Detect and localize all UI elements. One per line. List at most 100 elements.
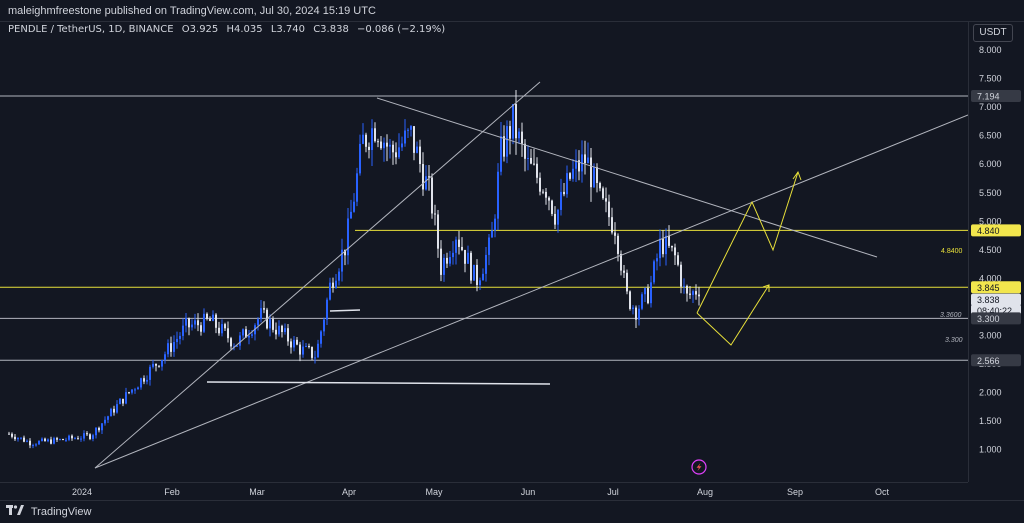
price-tick: 1.500	[979, 416, 1002, 426]
chart-pane[interactable]: 4.8400 3.3600 3.300	[0, 22, 969, 482]
candle	[572, 158, 574, 182]
candle	[659, 229, 661, 267]
candle	[152, 359, 154, 369]
price-chart[interactable]: 4.8400 3.3600 3.300	[0, 22, 969, 482]
candle	[401, 136, 403, 152]
candle	[494, 214, 496, 238]
candle	[296, 337, 298, 346]
candle	[17, 437, 19, 442]
candle	[398, 133, 400, 159]
candle	[47, 438, 49, 443]
candle	[95, 426, 97, 439]
candle	[662, 230, 664, 258]
candle	[674, 243, 676, 265]
time-tick: Jun	[521, 487, 536, 497]
candle	[77, 435, 79, 440]
candle	[119, 398, 121, 405]
currency-selector[interactable]: USDT	[973, 24, 1013, 42]
candle	[635, 305, 637, 328]
candle	[104, 416, 106, 426]
candle	[29, 438, 31, 449]
candle	[146, 375, 148, 385]
candle	[569, 172, 571, 181]
candle	[524, 139, 526, 172]
svg-text:2.566: 2.566	[977, 356, 1000, 366]
candle	[83, 430, 85, 442]
time-axis[interactable]: 2024 Feb Mar Apr May Jun Jul Aug Sep Oct	[0, 482, 968, 500]
candle	[113, 405, 115, 416]
candle	[575, 149, 577, 182]
price-label-yellow: 4.840	[971, 224, 1021, 237]
time-tick: Oct	[875, 487, 890, 497]
price-scale[interactable]: 8.000 7.500 7.000 6.500 6.000 5.500 5.000 4.500…	[968, 22, 1024, 482]
candle	[665, 228, 667, 266]
projection-path-alternate[interactable]	[696, 284, 770, 346]
candle	[668, 225, 670, 249]
trendline-long-support[interactable]	[94, 114, 969, 469]
candle	[371, 119, 373, 167]
support-brush	[206, 381, 551, 385]
candle	[167, 339, 169, 358]
candle	[140, 377, 142, 390]
candle	[44, 437, 46, 442]
candle	[341, 238, 343, 282]
candle	[404, 119, 406, 147]
candle	[197, 313, 199, 332]
projection-path-bullish[interactable]	[696, 171, 799, 314]
candle	[137, 386, 139, 390]
candle	[269, 314, 271, 337]
candle	[632, 305, 634, 315]
candle	[545, 187, 547, 205]
candle	[641, 292, 643, 311]
candle	[80, 436, 82, 442]
candle	[335, 274, 337, 289]
candle	[122, 398, 124, 407]
candle	[458, 230, 460, 255]
candle	[320, 330, 322, 348]
candle	[329, 277, 331, 301]
candle	[212, 310, 214, 322]
projection-arrowhead-top	[792, 170, 802, 181]
symbol-info[interactable]: PENDLE / TetherUS, 1D, BINANCE	[8, 24, 174, 35]
candle	[587, 142, 589, 164]
trendline-steep[interactable]	[94, 81, 541, 469]
candle	[644, 287, 646, 302]
candle	[128, 391, 130, 395]
candle	[287, 323, 289, 346]
lightning-bolt-icon[interactable]	[691, 459, 707, 475]
publisher-text: maleighmfreestone published on TradingVi…	[8, 5, 376, 17]
candle	[227, 321, 229, 343]
time-tick: Mar	[249, 487, 265, 497]
candle	[614, 222, 616, 245]
candle	[56, 436, 58, 442]
price-tick: 7.000	[979, 102, 1002, 112]
candle	[557, 208, 559, 233]
candle	[98, 426, 100, 433]
candle	[305, 342, 307, 348]
candle	[59, 438, 61, 441]
price-label-yellow: 3.845	[971, 281, 1021, 294]
candle	[491, 221, 493, 238]
price-label-grey: 2.566	[971, 354, 1021, 367]
candle	[383, 137, 385, 162]
candlestick-series	[8, 90, 700, 449]
candle	[158, 365, 160, 368]
candle	[176, 331, 178, 349]
candle	[425, 165, 427, 191]
support-brush-2	[329, 309, 361, 312]
candle	[65, 437, 67, 442]
candle	[599, 181, 601, 192]
candle	[239, 332, 241, 350]
candle	[443, 254, 445, 282]
candle	[110, 407, 112, 417]
candle	[299, 341, 301, 362]
candle	[149, 364, 151, 386]
candle	[581, 140, 583, 183]
footer-brand[interactable]: TradingView	[30, 506, 92, 518]
candle	[620, 250, 622, 276]
svg-text:7.194: 7.194	[977, 92, 1000, 102]
candle	[26, 439, 28, 443]
trendline-descending[interactable]	[376, 97, 878, 258]
time-tick: Sep	[787, 487, 803, 497]
candle	[203, 308, 205, 334]
